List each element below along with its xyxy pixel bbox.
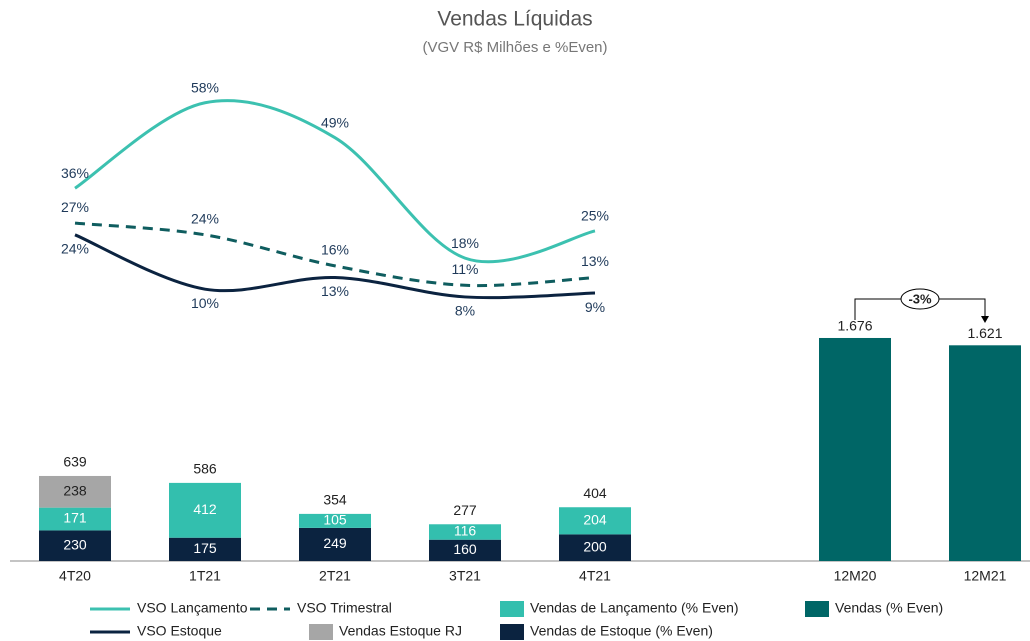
bar [429,539,501,561]
bar [169,482,241,538]
value-label: 412 [193,501,217,517]
legend-label: Vendas (% Even) [835,600,943,616]
total-label: 639 [63,454,87,470]
x-tick-label: 1T21 [189,568,221,584]
bar [39,507,111,531]
x-tick-label: 2T21 [319,568,351,584]
value-label: 171 [63,510,87,526]
line [74,221,596,288]
legend-swatch [500,624,524,640]
value-label: 200 [583,538,607,554]
bar [819,337,891,561]
value-label: 8% [455,303,475,319]
value-label: 9% [585,299,605,315]
legend-swatch [500,601,524,617]
x-tick-label: 12M21 [964,568,1007,584]
bar [559,507,631,535]
x-tick-label: 4T21 [579,568,611,584]
total-label: 404 [583,485,607,501]
value-label: 16% [321,242,349,258]
value-label: 25% [581,208,609,224]
value-label: 24% [191,211,219,227]
chart-title: Vendas Líquidas [437,8,592,31]
value-label: 27% [61,199,89,215]
bar [429,524,501,540]
line [74,233,596,300]
value-label: 204 [583,512,607,528]
value-label: 24% [61,241,89,257]
value-label: 13% [321,283,349,299]
bar [39,530,111,561]
total-label: 354 [323,492,347,508]
value-label: 58% [191,79,219,95]
bar [559,534,631,561]
x-tick-label: 12M20 [834,568,877,584]
value-label: 230 [63,536,87,552]
value-label: 160 [453,541,477,557]
annotation: -3% [908,291,932,306]
legend-label: Vendas Estoque RJ [339,623,462,639]
value-label: 238 [63,483,87,499]
line [74,99,596,264]
value-label: 10% [191,295,219,311]
value-label: 13% [581,253,609,269]
value-label: 249 [323,535,347,551]
value-label: 116 [454,523,477,539]
bar [949,345,1021,561]
value-label: 18% [451,235,479,251]
value-label: 36% [61,165,89,181]
total-label: 586 [193,461,217,477]
bar [299,527,371,561]
legend-label: VSO Lançamento [137,600,248,616]
value-label: 49% [321,114,349,130]
x-tick-label: 4T20 [59,568,91,584]
legend-label: Vendas de Lançamento (% Even) [530,600,739,616]
legend-label: VSO Estoque [137,623,222,639]
bar [39,475,111,508]
bar [299,513,371,528]
value-label: 175 [193,540,217,556]
x-tick-label: 3T21 [449,568,481,584]
annotation-arrow [981,316,989,323]
chart-subtitle: (VGV R$ Milhões e %Even) [422,39,607,56]
value-label: 1.676 [837,318,872,334]
value-label: 105 [323,512,347,528]
value-label: 11% [452,261,479,277]
legend-label: VSO Trimestral [297,600,392,616]
legend-swatch [309,624,333,640]
bar [169,537,241,561]
value-label: 1.621 [967,325,1002,341]
legend-swatch [805,601,829,617]
total-label: 277 [453,502,477,518]
legend-label: Vendas de Estoque (% Even) [530,623,713,639]
annotation-badge [900,288,940,310]
